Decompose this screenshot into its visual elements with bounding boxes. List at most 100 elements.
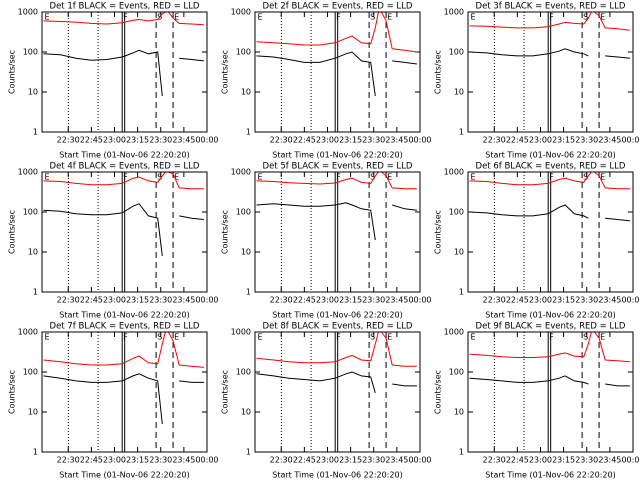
y-axis-label: Counts/sec	[434, 370, 443, 414]
plot-area	[256, 172, 417, 241]
y-tick-label: 1	[459, 288, 464, 297]
y-tick-label: 1	[459, 128, 464, 137]
x-tick-label: 00:00	[408, 136, 431, 145]
plot-area	[43, 12, 204, 96]
marker-label: E	[387, 13, 392, 22]
x-tick-label: 23:15	[552, 456, 575, 465]
y-tick-label: 1000	[18, 8, 38, 17]
x-tick-label: 22:45	[293, 296, 316, 305]
x-tick-label: 22:45	[80, 296, 103, 305]
x-tick-label: 23:45	[385, 296, 408, 305]
chart-title: Det 2f BLACK = Events, RED = LLD	[263, 2, 413, 12]
panel: Det 9f BLACK = Events, RED = LLD Start Ti…	[434, 322, 640, 480]
x-axis-label: Start Time (01-Nov-06 22:20:20)	[59, 151, 189, 160]
x-tick-label: 00:00	[621, 296, 640, 305]
y-tick-label: 10	[241, 408, 251, 417]
x-tick-label: 22:45	[80, 456, 103, 465]
x-tick-label: 23:30	[362, 296, 385, 305]
marker-label: E	[45, 173, 50, 182]
x-tick-label: 23:45	[172, 456, 195, 465]
x-tick-label: 22:45	[293, 136, 316, 145]
series-line	[43, 49, 204, 96]
y-tick-label: 1000	[231, 168, 251, 177]
marker-label: S	[370, 13, 375, 22]
y-axis-label: Counts/sec	[221, 50, 230, 94]
panel: Det 1f BLACK = Events, RED = LLD Start Ti…	[8, 2, 219, 160]
chart-title: Det 1f BLACK = Events, RED = LLD	[50, 2, 200, 12]
x-tick-label: 22:30	[57, 136, 80, 145]
x-tick-label: 23:45	[598, 296, 621, 305]
x-tick-label: 23:00	[529, 456, 552, 465]
y-tick-label: 1000	[444, 168, 464, 177]
x-axis-label: Start Time (01-Nov-06 22:20:20)	[272, 311, 402, 320]
plot-area	[256, 12, 417, 96]
marker-label: E	[174, 13, 179, 22]
marker-label: F	[549, 333, 554, 342]
marker-label: E	[258, 333, 263, 342]
series-line	[469, 12, 630, 31]
series-line	[43, 332, 204, 368]
marker-label: F	[123, 13, 128, 22]
panel: Det 6f BLACK = Events, RED = LLD Start Ti…	[434, 162, 640, 320]
marker-label: S	[583, 173, 588, 182]
y-tick-label: 1000	[231, 328, 251, 337]
x-tick-label: 23:45	[385, 136, 408, 145]
x-tick-label: 22:30	[483, 456, 506, 465]
plot-area	[469, 172, 630, 222]
axes-frame	[41, 171, 208, 293]
x-tick-label: 22:30	[57, 456, 80, 465]
series-line	[256, 172, 417, 190]
axes-frame	[467, 11, 634, 133]
plot-area	[43, 332, 204, 425]
marker-label: E	[471, 173, 476, 182]
series-line	[469, 48, 630, 59]
marker-label: F	[336, 173, 341, 182]
marker-label: F	[549, 173, 554, 182]
marker-label: E	[258, 173, 263, 182]
x-tick-label: 00:00	[621, 136, 640, 145]
x-tick-label: 22:45	[80, 136, 103, 145]
y-tick-label: 1000	[444, 8, 464, 17]
marker-label: E	[387, 173, 392, 182]
y-axis-label: Counts/sec	[434, 50, 443, 94]
axes-frame	[467, 331, 634, 453]
y-axis-label: Counts/sec	[221, 210, 230, 254]
x-tick-label: 23:00	[316, 456, 339, 465]
x-tick-label: 23:30	[149, 456, 172, 465]
panel: Det 4f BLACK = Events, RED = LLD Start Ti…	[8, 162, 219, 320]
x-axis-label: Start Time (01-Nov-06 22:20:20)	[59, 471, 189, 480]
marker-label: E	[600, 173, 605, 182]
y-tick-label: 1000	[444, 328, 464, 337]
y-tick-label: 100	[23, 368, 38, 377]
x-tick-label: 23:00	[316, 136, 339, 145]
marker-label: S	[157, 333, 162, 342]
y-tick-label: 10	[28, 88, 38, 97]
x-tick-label: 23:15	[126, 136, 149, 145]
axes-frame	[254, 11, 421, 133]
series-line	[43, 203, 204, 256]
y-axis-label: Counts/sec	[8, 50, 17, 94]
y-tick-label: 1	[246, 288, 251, 297]
x-tick-label: 00:00	[621, 456, 640, 465]
x-tick-label: 00:00	[195, 296, 218, 305]
chart-title: Det 8f BLACK = Events, RED = LLD	[263, 322, 413, 332]
panel: Det 8f BLACK = Events, RED = LLD Start Ti…	[221, 322, 432, 480]
y-tick-label: 10	[28, 408, 38, 417]
marker-label: E	[258, 13, 263, 22]
plot-area	[469, 12, 630, 59]
x-tick-label: 00:00	[195, 456, 218, 465]
y-tick-label: 1	[246, 448, 251, 457]
marker-label: E	[45, 13, 50, 22]
chart-title: Det 9f BLACK = Events, RED = LLD	[476, 322, 626, 332]
x-tick-label: 22:45	[293, 456, 316, 465]
x-tick-label: 23:00	[529, 136, 552, 145]
y-tick-label: 100	[449, 368, 464, 377]
marker-label: S	[370, 333, 375, 342]
series-line	[469, 332, 630, 363]
chart-title: Det 7f BLACK = Events, RED = LLD	[50, 322, 200, 332]
x-tick-label: 22:30	[270, 296, 293, 305]
series-line	[256, 371, 417, 394]
marker-label: F	[336, 13, 341, 22]
y-axis-label: Counts/sec	[434, 210, 443, 254]
marker-label: E	[471, 333, 476, 342]
